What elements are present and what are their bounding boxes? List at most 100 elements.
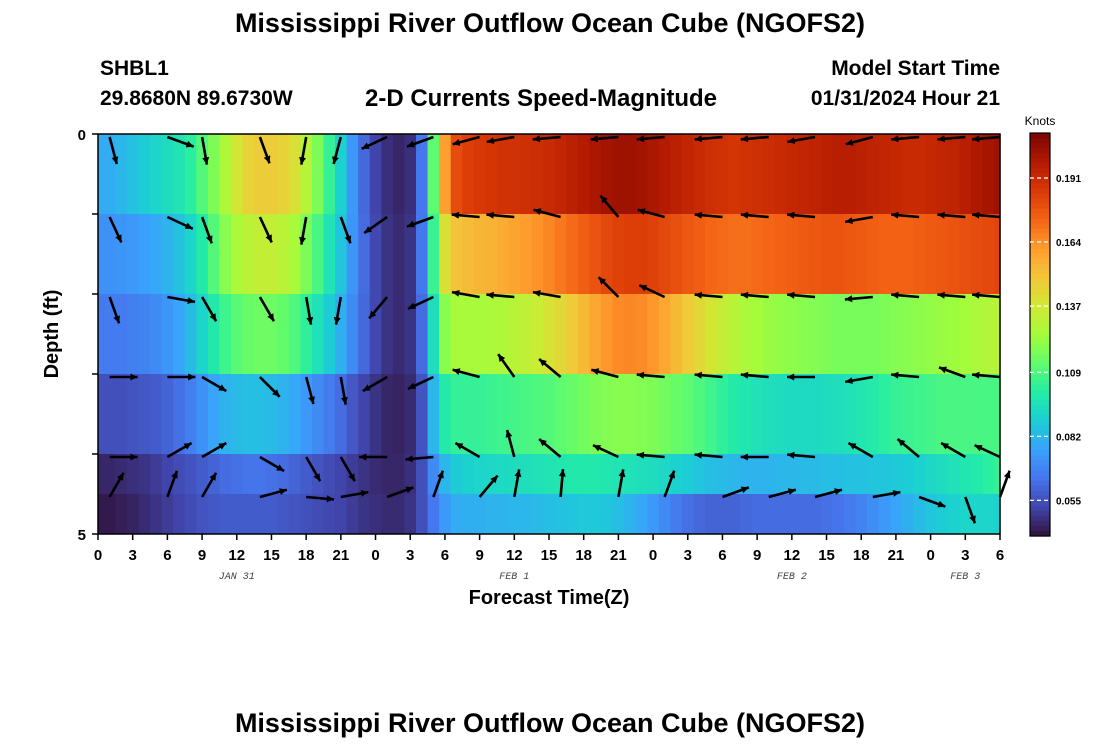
current-vector (167, 295, 196, 304)
heatmap-cell (566, 214, 579, 295)
heatmap-cell (150, 134, 163, 215)
current-vector (636, 451, 665, 459)
heatmap-cell (184, 294, 197, 375)
current-vector (166, 135, 195, 148)
current-vector (786, 451, 816, 459)
heatmap-cell (427, 294, 440, 375)
heatmap-cell (416, 374, 429, 455)
heatmap-cell (543, 494, 556, 535)
current-vector (478, 474, 499, 498)
heatmap-cell (774, 454, 787, 495)
heatmap-cell (601, 374, 614, 455)
current-vector (166, 441, 193, 459)
heatmap-cell (520, 454, 533, 495)
heatmap-cell (705, 134, 718, 215)
current-vector (937, 291, 966, 299)
heatmap-cell (416, 494, 429, 535)
x-tick-label: 21 (333, 547, 350, 564)
heatmap-cell (913, 374, 926, 455)
heatmap-cell (716, 214, 729, 295)
heatmap-cell (392, 214, 406, 295)
heatmap-cell (820, 294, 833, 375)
heatmap-cell (936, 294, 949, 375)
heatmap-cell (300, 214, 313, 295)
heatmap-cell (947, 454, 961, 495)
heatmap-cell (971, 294, 984, 375)
heatmap-cell (98, 494, 105, 535)
heatmap-cell (739, 134, 752, 215)
heatmap-cell (681, 134, 695, 215)
heatmap-cell (624, 494, 637, 535)
heatmap-cell (265, 134, 278, 215)
current-vector (740, 453, 769, 461)
heatmap-cell (566, 494, 579, 535)
x-tick-label: 9 (198, 547, 206, 564)
current-vector (636, 135, 665, 143)
x-tick-label: 18 (298, 547, 315, 564)
station-coords: 29.8680N 89.6730W (100, 87, 293, 110)
heatmap-cell (473, 134, 486, 215)
colorbar-segment (1030, 389, 1050, 396)
heatmap-cell (346, 134, 359, 215)
colorbar-segment (1030, 450, 1050, 456)
current-vector (694, 291, 723, 299)
heatmap-cell (508, 374, 521, 455)
current-vector (505, 429, 516, 458)
heatmap-cell (762, 294, 776, 375)
heatmap-cell (543, 214, 556, 295)
heatmap-cell (681, 294, 695, 375)
heatmap-cell (138, 454, 151, 495)
heatmap-cell (936, 214, 949, 295)
heatmap-cell (277, 134, 290, 215)
heatmap-cell (612, 214, 625, 295)
colorbar-segment (1030, 530, 1050, 537)
current-vector (109, 373, 138, 381)
heatmap-cell (277, 214, 290, 295)
heatmap-cell (959, 134, 972, 215)
current-vector (740, 291, 769, 299)
current-vector (513, 469, 522, 498)
heatmap-cell (820, 374, 833, 455)
x-tick-label: 3 (961, 547, 969, 564)
heatmap-cell (913, 214, 926, 295)
current-vector (974, 444, 1001, 459)
heatmap-cell (635, 494, 648, 535)
heatmap-cell (624, 374, 637, 455)
heatmap-cell (647, 294, 660, 375)
heatmap-cell (98, 294, 105, 375)
colorbar-segment (1030, 470, 1050, 477)
heatmap-cell (103, 454, 116, 495)
heatmap-cell (612, 134, 625, 215)
heatmap-cell (971, 494, 984, 535)
heatmap-cell (126, 494, 140, 535)
current-vector (937, 211, 966, 219)
colorbar-tick-label: 0.137 (1056, 302, 1081, 313)
colorbar-segment (1030, 364, 1050, 371)
colorbar-segment (1030, 253, 1050, 260)
heatmap-cell (323, 494, 336, 535)
colorbar-segment (1030, 143, 1050, 149)
heatmap-cell (496, 214, 510, 295)
heatmap-cell (115, 214, 128, 295)
heatmap-cell (254, 294, 267, 375)
heatmap-cell (728, 454, 741, 495)
heatmap-cell (994, 134, 1001, 215)
colorbar-segment (1030, 263, 1050, 270)
x-tick-label: 9 (753, 547, 761, 564)
colorbar-segment (1030, 354, 1050, 361)
heatmap-cell (924, 294, 937, 375)
heatmap-cell (496, 374, 510, 455)
heatmap-cell (566, 454, 579, 495)
heatmap-cell (277, 494, 290, 535)
heatmap-cell (774, 134, 787, 215)
heatmap-cell (230, 134, 244, 215)
heatmap-cell (867, 454, 880, 495)
heatmap-cell (242, 294, 255, 375)
x-tick-label: 18 (575, 547, 592, 564)
heatmap-cell (705, 214, 718, 295)
x-tick-label: 15 (263, 547, 280, 564)
heatmap-cell (98, 214, 105, 295)
heatmap-cell (254, 134, 267, 215)
current-vector (361, 135, 388, 150)
heatmap-cell (786, 494, 799, 535)
